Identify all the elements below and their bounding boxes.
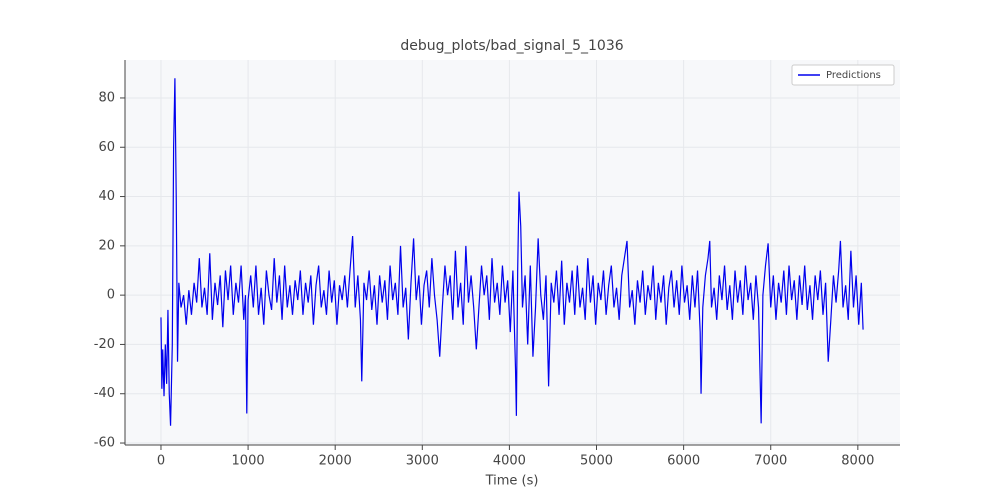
legend-box [791, 64, 895, 86]
legend-label: Predictions [826, 70, 881, 81]
x-tick-label: 2000 [319, 454, 352, 469]
y-tick-label: 60 [98, 140, 115, 155]
y-tick-label: -40 [94, 386, 115, 401]
y-tick-label: 40 [98, 189, 115, 204]
x-tick-label: 5000 [580, 454, 613, 469]
data-line [160, 78, 864, 426]
plot-area [125, 60, 900, 445]
x-tick-label: 8000 [841, 454, 874, 469]
x-tick-label: 1000 [232, 454, 265, 469]
y-tick-label: 20 [98, 238, 115, 253]
y-tick-label: -20 [94, 337, 115, 352]
x-tick-label: 7000 [754, 454, 787, 469]
x-axis-label: Time (s) [485, 474, 539, 489]
x-tick-label: 0 [157, 454, 165, 469]
x-tick-label: 4000 [493, 454, 526, 469]
y-tick-label: -60 [94, 436, 115, 451]
x-tick-label: 3000 [406, 454, 439, 469]
chart-title: debug_plots/bad_signal_5_1036 [400, 38, 623, 54]
x-tick-label: 6000 [667, 454, 700, 469]
y-tick-label: 0 [107, 288, 115, 303]
y-tick-label: 80 [98, 90, 115, 105]
